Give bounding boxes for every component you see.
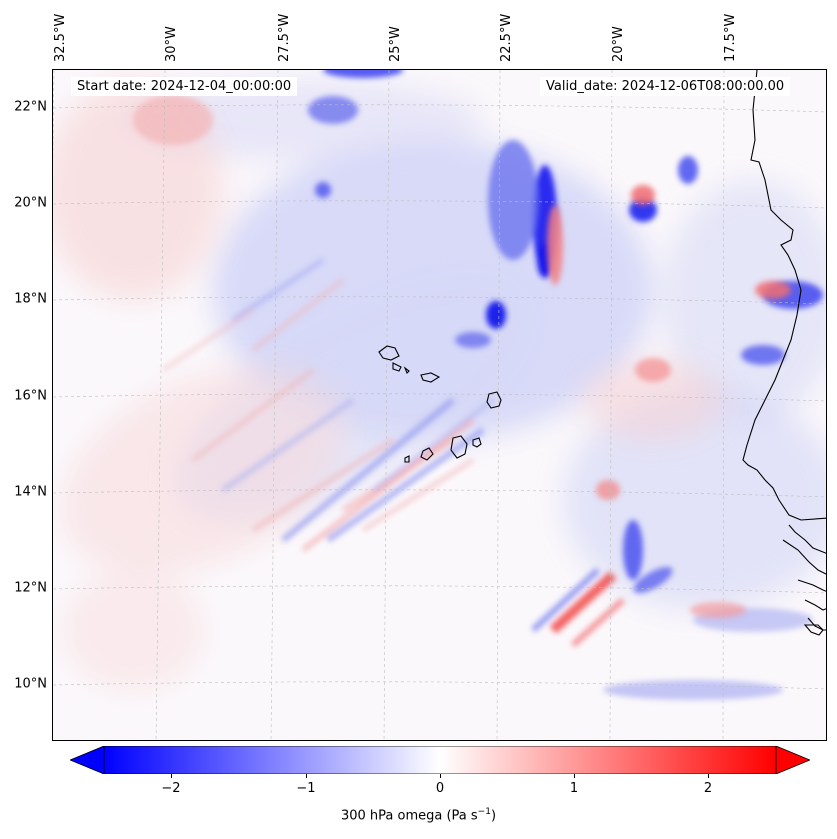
- strong-ascent-features: [308, 70, 823, 700]
- start-date-label: Start date: 2024-12-04_00:00:00: [71, 77, 298, 96]
- colorbar-tick-label: 0: [435, 781, 445, 796]
- lat-label: 22°N: [14, 99, 47, 115]
- colorbar-gradient: [68, 745, 812, 775]
- lat-label: 20°N: [14, 195, 47, 211]
- colorbar-tick-mark: [708, 774, 709, 778]
- lon-label: 32.5°W: [53, 13, 68, 62]
- islands: [378, 345, 502, 463]
- colorbar-tick-mark: [440, 774, 441, 778]
- lat-label: 12°N: [14, 580, 47, 596]
- colorbar-body: [103, 745, 777, 775]
- colorbar-tick-label: −2: [161, 781, 181, 796]
- lon-label: 20°W: [611, 26, 626, 62]
- map-panel: [52, 69, 827, 741]
- colorbar-extend-high: [775, 745, 812, 775]
- colorbar-tick-label: 1: [569, 781, 579, 796]
- lon-label: 17.5°W: [723, 13, 738, 62]
- colorbar-tick-mark: [574, 774, 575, 778]
- colorbar-label-exponent: −1: [477, 807, 491, 817]
- colorbar-label: 300 hPa omega (Pa s−1): [0, 807, 837, 823]
- colorbar-label-text: 300 hPa omega (Pa s: [340, 808, 478, 824]
- lat-label: 18°N: [14, 291, 47, 307]
- lon-label: 27.5°W: [277, 13, 292, 62]
- valid-date-label: Valid_date: 2024-12-06T08:00:00.00: [540, 77, 791, 96]
- colorbar-tick-mark: [306, 774, 307, 778]
- lon-label: 25°W: [388, 26, 403, 62]
- strong-descent-features: [133, 95, 791, 648]
- banded-streaks: [161, 258, 495, 552]
- colorbar-tick-mark: [171, 774, 172, 778]
- lon-label: 30°W: [164, 26, 179, 62]
- colorbar-tick-label: −1: [296, 781, 316, 796]
- coastline: [742, 70, 826, 636]
- lat-label: 10°N: [14, 676, 47, 692]
- omega-field: [53, 70, 826, 740]
- colorbar-tick-label: 2: [703, 781, 713, 796]
- colorbar-extend-low: [68, 745, 105, 775]
- lat-label: 16°N: [14, 388, 47, 404]
- lat-label: 14°N: [14, 484, 47, 500]
- lon-label: 22.5°W: [499, 13, 514, 62]
- colorbar-label-close: ): [490, 808, 497, 824]
- latitude-labels: 22°N 20°N 18°N 16°N 14°N 12°N 10°N: [0, 0, 52, 745]
- longitude-labels: 32.5°W 30°W 27.5°W 25°W 22.5°W 20°W 17.5…: [0, 0, 837, 68]
- colorbar: [68, 745, 812, 775]
